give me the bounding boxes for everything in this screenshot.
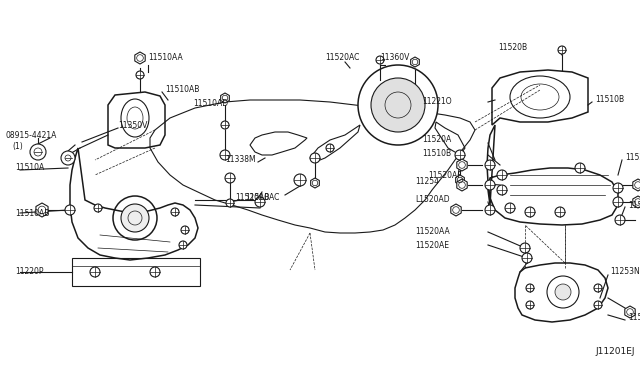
Circle shape <box>497 185 507 195</box>
Circle shape <box>575 163 585 173</box>
Text: 11520B: 11520B <box>498 42 527 51</box>
Circle shape <box>376 56 384 64</box>
Text: J11201EJ: J11201EJ <box>595 347 634 356</box>
Polygon shape <box>633 179 640 191</box>
Circle shape <box>371 78 425 132</box>
Circle shape <box>526 284 534 292</box>
Text: 11253N: 11253N <box>610 267 640 276</box>
Circle shape <box>615 215 625 225</box>
Text: 11510AD: 11510AD <box>193 99 228 108</box>
Circle shape <box>613 197 623 207</box>
Text: L1520AD: L1520AD <box>415 196 450 205</box>
Text: 11520AE: 11520AE <box>415 241 449 250</box>
Circle shape <box>225 173 235 183</box>
Text: 11510A: 11510A <box>15 164 44 173</box>
Circle shape <box>485 160 495 170</box>
Text: 11520AF: 11520AF <box>428 170 461 180</box>
Ellipse shape <box>121 204 149 232</box>
Circle shape <box>558 46 566 54</box>
Circle shape <box>179 241 187 249</box>
Circle shape <box>220 150 230 160</box>
Text: 11510B: 11510B <box>595 96 624 105</box>
Circle shape <box>30 144 46 160</box>
Circle shape <box>613 183 623 193</box>
Text: (1): (1) <box>12 142 23 151</box>
Circle shape <box>485 205 495 215</box>
Text: 11338M: 11338M <box>225 155 255 164</box>
Text: 11520AC: 11520AC <box>325 54 360 62</box>
Text: 11520A: 11520A <box>422 135 451 144</box>
Circle shape <box>294 174 306 186</box>
Circle shape <box>310 153 320 163</box>
Polygon shape <box>310 178 319 188</box>
Polygon shape <box>451 204 461 216</box>
Circle shape <box>526 301 534 309</box>
Circle shape <box>485 180 495 190</box>
Circle shape <box>221 121 229 129</box>
Polygon shape <box>36 203 48 217</box>
Text: 11520AD: 11520AD <box>625 154 640 163</box>
Polygon shape <box>221 93 229 103</box>
Text: 11510AC: 11510AC <box>245 192 280 202</box>
Text: 11520AG: 11520AG <box>628 314 640 323</box>
Circle shape <box>555 207 565 217</box>
Circle shape <box>505 203 515 213</box>
Text: 11520AA: 11520AA <box>628 201 640 209</box>
Polygon shape <box>135 52 145 64</box>
Polygon shape <box>633 196 640 208</box>
Circle shape <box>326 144 334 152</box>
Circle shape <box>181 226 189 234</box>
Text: 11510AB: 11510AB <box>15 208 49 218</box>
Polygon shape <box>457 159 467 171</box>
Polygon shape <box>411 57 419 67</box>
Text: 11510B: 11510B <box>422 148 451 157</box>
Circle shape <box>594 284 602 292</box>
Polygon shape <box>457 179 467 191</box>
Polygon shape <box>456 175 465 185</box>
Text: 11254: 11254 <box>415 177 439 186</box>
Circle shape <box>90 267 100 277</box>
Text: 08915-4421A: 08915-4421A <box>5 131 56 140</box>
Text: 11350V: 11350V <box>118 121 147 129</box>
Circle shape <box>171 208 179 216</box>
Circle shape <box>455 150 465 160</box>
Circle shape <box>61 151 75 165</box>
Circle shape <box>255 197 265 207</box>
Circle shape <box>65 205 75 215</box>
Text: 11510AB: 11510AB <box>165 86 200 94</box>
Circle shape <box>497 170 507 180</box>
Text: 11520AB: 11520AB <box>235 193 269 202</box>
Circle shape <box>94 204 102 212</box>
Text: 11220P: 11220P <box>15 267 44 276</box>
Circle shape <box>522 253 532 263</box>
Circle shape <box>226 199 234 207</box>
Text: 11520AA: 11520AA <box>415 228 450 237</box>
Polygon shape <box>625 306 635 318</box>
Circle shape <box>520 243 530 253</box>
Text: 11510AA: 11510AA <box>148 54 183 62</box>
Text: 11360V: 11360V <box>380 52 410 61</box>
Circle shape <box>594 301 602 309</box>
Text: 11221O: 11221O <box>422 97 452 106</box>
Circle shape <box>136 71 144 79</box>
Bar <box>72 258 200 286</box>
Circle shape <box>525 207 535 217</box>
Ellipse shape <box>555 284 571 300</box>
Circle shape <box>150 267 160 277</box>
Circle shape <box>358 65 438 145</box>
